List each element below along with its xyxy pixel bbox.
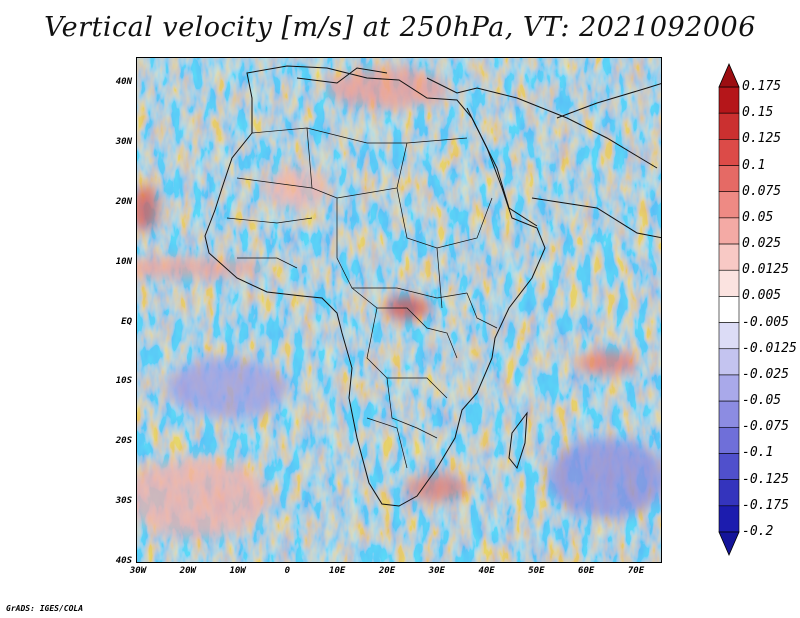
colorbar-box: [718, 374, 740, 402]
lon-label: 40E: [478, 566, 495, 576]
grads-credit: GrADS: IGES/COLA: [6, 604, 84, 613]
colorbar-label: 0.075: [742, 183, 782, 199]
colorbar-label: -0.125: [742, 471, 789, 487]
colorbar-label: -0.175: [742, 497, 789, 513]
lat-label: EQ: [121, 316, 132, 327]
colorbar-label: 0.025: [742, 236, 782, 252]
lon-label: 50E: [528, 566, 545, 576]
colorbar-box: [718, 217, 740, 245]
colorbar-arrow-top: [718, 62, 740, 88]
map-title: Vertical velocity [m/s] at 250hPa, VT: 2…: [44, 12, 756, 43]
colorbar-box: [718, 296, 740, 323]
colorbar-label: 0.05: [742, 209, 774, 225]
colorbar-box: [718, 505, 740, 533]
colorbar-box: [718, 243, 740, 271]
colorbar-label: -0.005: [742, 314, 789, 330]
lon-label: 10W: [229, 566, 246, 576]
colorbar-label: -0.1: [742, 445, 774, 461]
colorbar-boxes: [718, 86, 740, 533]
lon-label: 70E: [627, 566, 645, 576]
colorbar-label: -0.025: [742, 366, 789, 382]
colorbar-box: [718, 348, 740, 376]
colorbar-label: 0.1: [742, 157, 766, 173]
lat-label: 40S: [115, 556, 132, 566]
colorbar-label: 0.125: [742, 131, 782, 147]
lat-label: 20S: [115, 436, 132, 447]
colorbar-label: 0.0125: [742, 262, 789, 278]
colorbar-box: [718, 112, 740, 140]
lat-label: 30N: [115, 136, 132, 147]
coastlines: [204, 65, 661, 507]
colorbar-box: [718, 165, 740, 193]
lon-label: 60E: [578, 566, 595, 576]
colorbar-label: -0.2: [742, 524, 774, 539]
colorbar-label: 0.005: [742, 288, 782, 304]
lat-label: 30S: [115, 496, 132, 507]
colorbar-arrow-bottom: [718, 531, 740, 557]
country-borders: [226, 127, 498, 469]
colorbar-box: [718, 322, 740, 350]
lat-label: 10S: [115, 376, 132, 387]
lon-label: 30E: [428, 566, 445, 576]
colorbar-label: -0.0125: [742, 340, 797, 356]
colorbar-box: [718, 479, 740, 507]
colorbar-label: 0.15: [742, 105, 774, 121]
lon-label: 30W: [129, 566, 147, 576]
colorbar-box: [718, 191, 740, 219]
map-plot-area: [136, 57, 662, 563]
colorbar-label: -0.075: [742, 419, 789, 435]
lat-label: 10N: [115, 256, 132, 267]
colorbar-box: [718, 426, 740, 454]
colorbar-label: -0.05: [742, 393, 782, 409]
colorbar-box: [718, 453, 740, 480]
velocity-field: [137, 58, 661, 562]
lon-label: 10E: [329, 566, 346, 576]
colorbar-box: [718, 86, 740, 114]
colorbar-box: [718, 269, 740, 297]
lon-label: 0: [284, 566, 291, 576]
lon-label: 20W: [179, 566, 196, 576]
lat-label: 40N: [115, 77, 132, 87]
colorbar-label: 0.175: [742, 79, 782, 94]
lat-label: 20N: [115, 196, 132, 207]
lon-label: 20E: [378, 566, 396, 576]
colorbar-box: [718, 139, 740, 166]
colorbar-box: [718, 400, 740, 428]
